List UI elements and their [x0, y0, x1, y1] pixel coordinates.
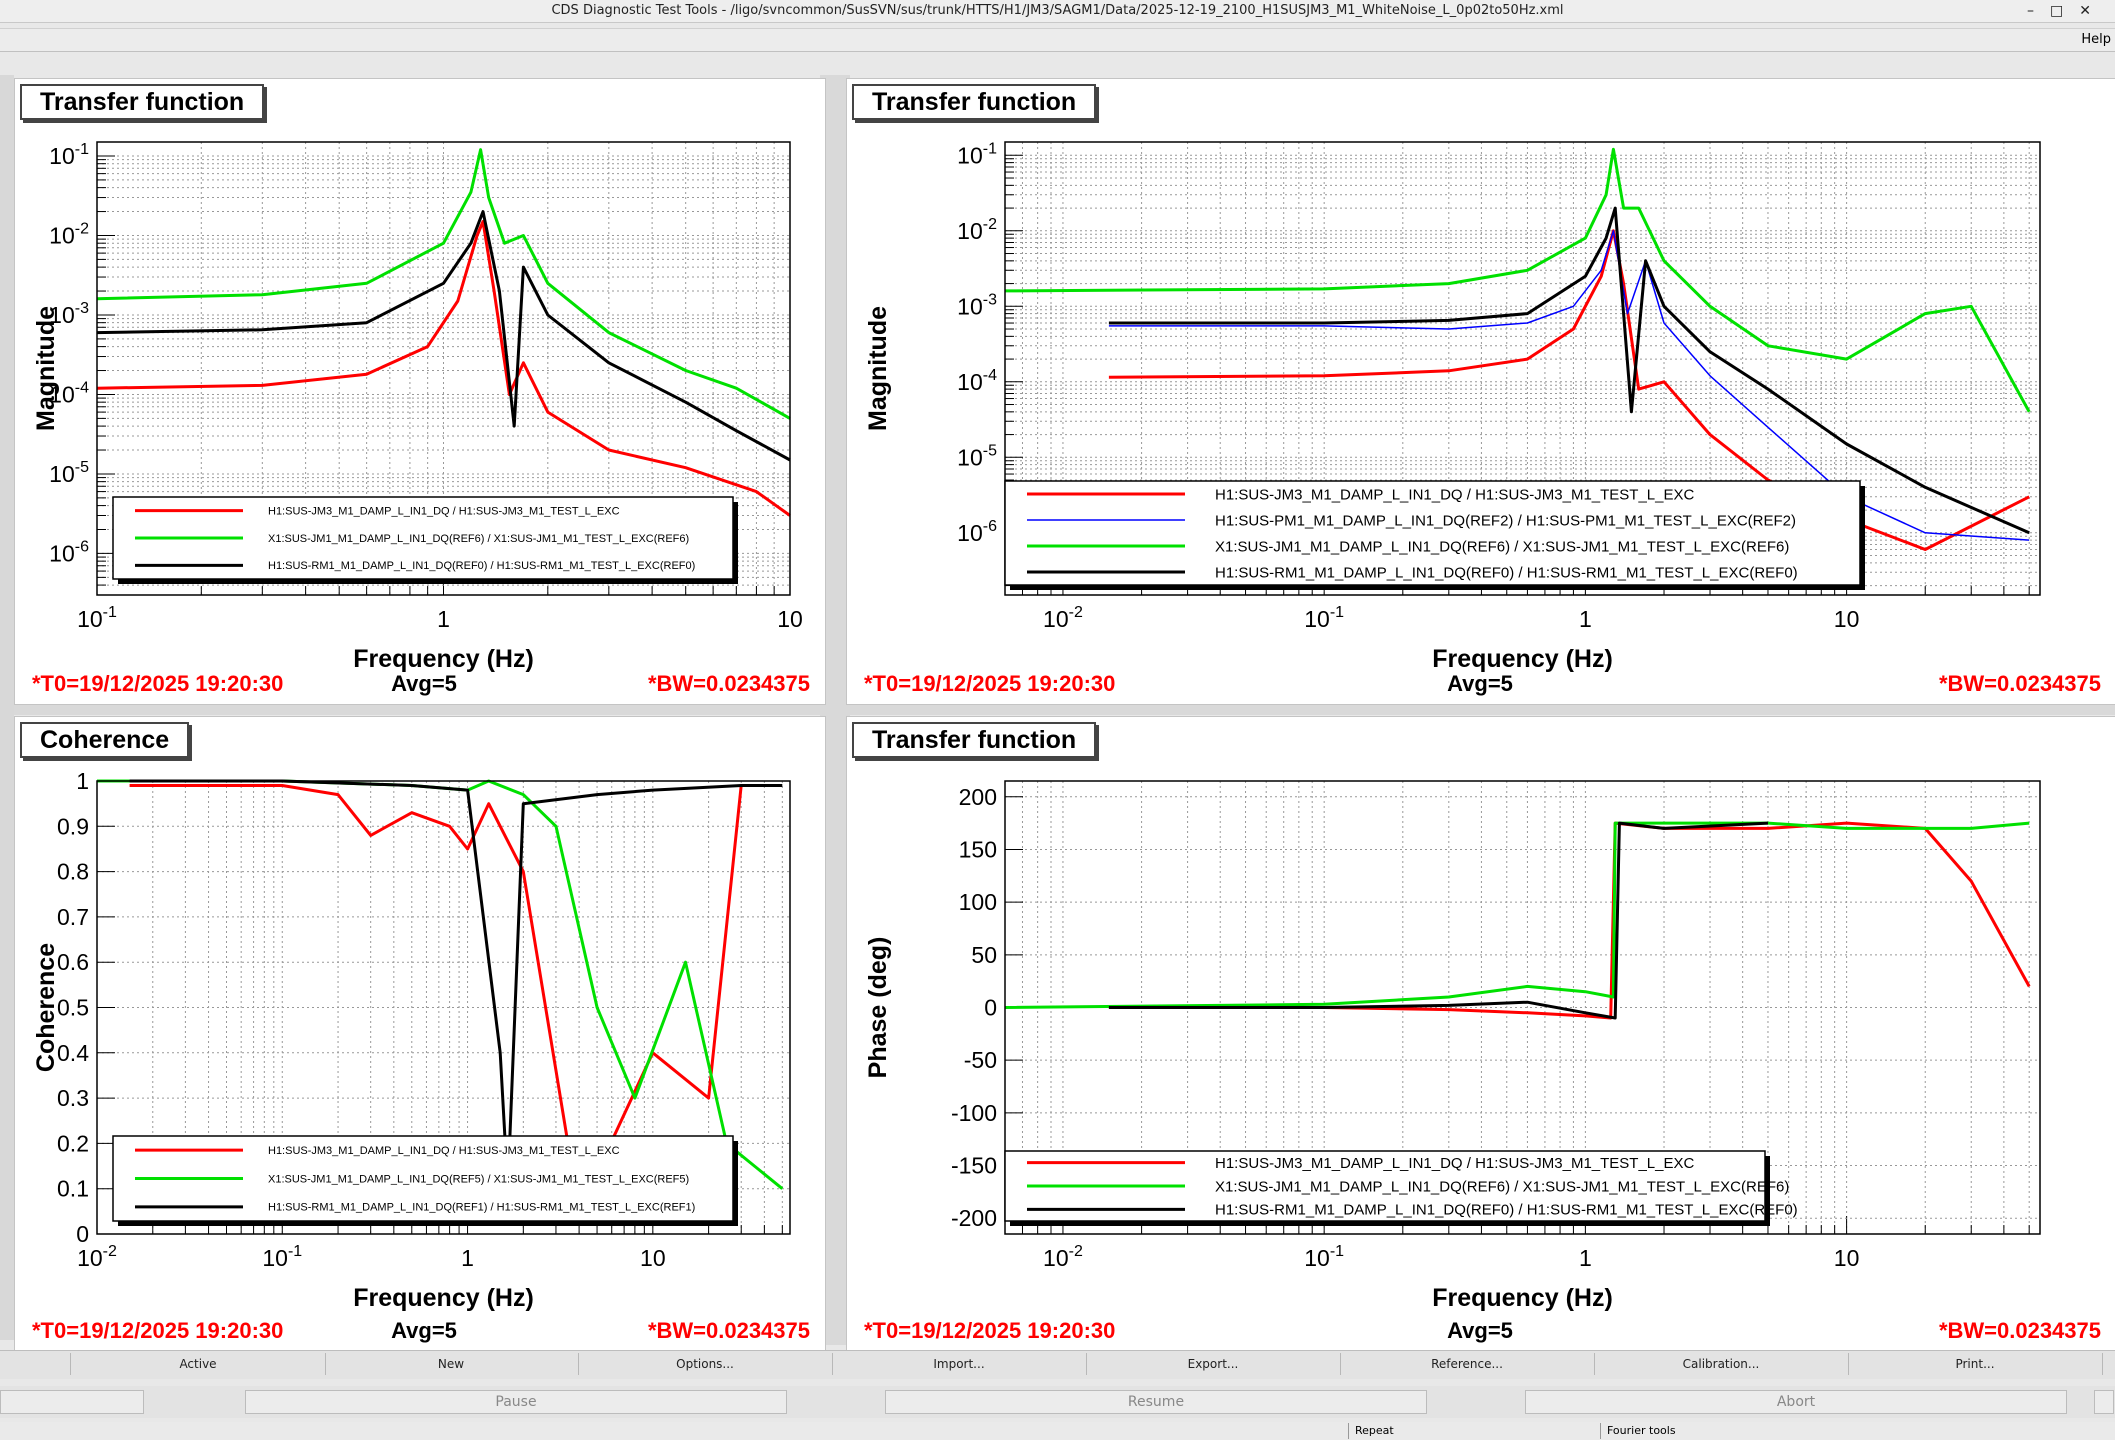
control-spacer-left [0, 1390, 144, 1414]
window-title: CDS Diagnostic Test Tools - /ligo/svncom… [551, 3, 1564, 18]
plot-panel-1[interactable]: Transfer function [14, 78, 826, 705]
control-spacer-right [2094, 1390, 2114, 1414]
window-titlebar: CDS Diagnostic Test Tools - /ligo/svncom… [0, 0, 2115, 23]
panel-title: Transfer function [852, 722, 1097, 758]
plot-panel-4[interactable]: Transfer function [846, 716, 2115, 1352]
toolbar-button-active[interactable]: Active [70, 1353, 326, 1375]
help-menu[interactable]: Help [2081, 32, 2111, 47]
status-bar: Repeat Fourier tools [0, 1422, 2115, 1440]
pause-button[interactable]: Pause [245, 1390, 787, 1414]
menu-bar: Help [0, 28, 2115, 52]
toolbar-button-options[interactable]: Options... [578, 1353, 833, 1375]
toolbar-button-import[interactable]: Import... [832, 1353, 1087, 1375]
status-fourier-tools: Fourier tools [1600, 1423, 1963, 1439]
toolbar-button-new[interactable]: New [324, 1353, 579, 1375]
action-toolbar: Active New Options... Import... Export... Ref… [0, 1350, 2115, 1379]
panel-title: Transfer function [20, 84, 265, 120]
toolbar-button-calibration[interactable]: Calibration... [1594, 1353, 1849, 1375]
left-scrollbar[interactable] [0, 75, 14, 1340]
plot-panel-3[interactable]: Coherence [14, 716, 826, 1352]
control-bar: Pause Resume Abort [0, 1386, 2115, 1418]
resume-button[interactable]: Resume [885, 1390, 1427, 1414]
panel-title: Coherence [20, 722, 190, 758]
horizontal-splitter[interactable] [14, 703, 2115, 715]
toolbar-button-export[interactable]: Export... [1086, 1353, 1341, 1375]
panel-title: Transfer function [852, 84, 1097, 120]
toolbar-button-reference[interactable]: Reference... [1340, 1353, 1595, 1375]
plot-panel-2[interactable]: Transfer function [846, 78, 2115, 705]
toolbar-button-print[interactable]: Print... [1848, 1353, 2103, 1375]
status-repeat: Repeat [1348, 1423, 1599, 1439]
abort-button[interactable]: Abort [1525, 1390, 2067, 1414]
window-controls[interactable]: –□✕ [2027, 3, 2107, 19]
